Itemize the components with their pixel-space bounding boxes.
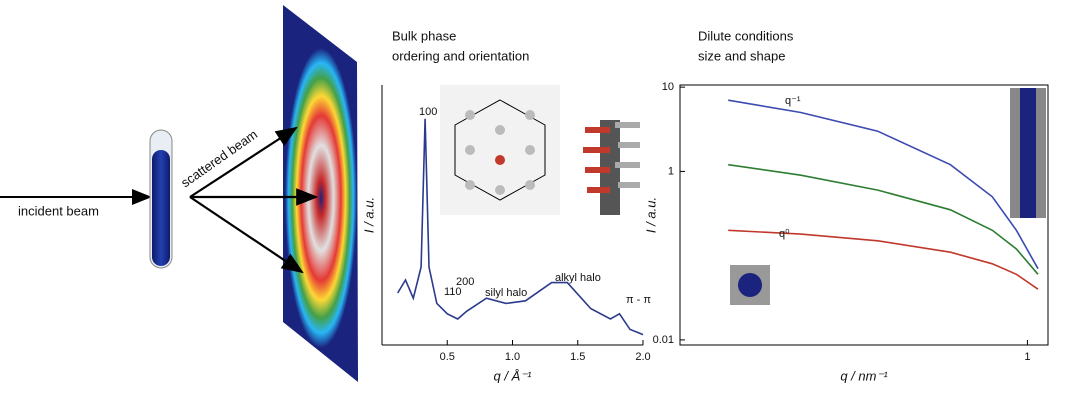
sample (152, 150, 170, 266)
lattice-inset (440, 85, 560, 215)
x-tick-label: 0.5 (440, 351, 455, 363)
data-line (728, 99, 1039, 270)
x-tick-label: 1.0 (505, 351, 520, 363)
y-axis-label: I / a.u. (361, 197, 376, 233)
x-tick-label: 1 (1024, 351, 1030, 363)
chart-title: Dilute conditions (698, 28, 794, 43)
y-tick-label: 10 (662, 81, 674, 93)
x-axis-label: q / Å⁻¹ (494, 368, 533, 383)
scattered-arrows (189, 126, 319, 274)
annotation: q⁰ (779, 228, 790, 240)
annotation: silyl halo (485, 287, 527, 299)
annotation: 110 (444, 286, 462, 298)
y-axis-label: I / a.u. (643, 197, 658, 233)
molecule-inset (583, 120, 640, 215)
y-tick-label: 0.01 (653, 334, 674, 346)
x-axis-label: q / nm⁻¹ (840, 368, 888, 383)
annotation: q⁻¹ (785, 95, 801, 107)
chart-subtitle: ordering and orientation (392, 48, 529, 63)
annotation: 200 (456, 276, 474, 288)
chart-subtitle: size and shape (698, 48, 785, 63)
incident-label: incident beam (18, 203, 99, 218)
plot-frame (679, 84, 1049, 346)
annotation: π - π (626, 294, 651, 306)
sphere-inset (730, 265, 770, 305)
annotation: 100 (419, 106, 437, 118)
data-line (397, 118, 644, 336)
chart-title: Bulk phase (392, 28, 456, 43)
data-line (728, 163, 1039, 275)
annotation: alkyl halo (555, 272, 601, 284)
x-tick-label: 1.5 (570, 351, 585, 363)
y-tick-label: 1 (668, 165, 674, 177)
x-tick-label: 2.0 (635, 351, 650, 363)
data-line (728, 229, 1039, 290)
rod-inset (1010, 88, 1046, 218)
